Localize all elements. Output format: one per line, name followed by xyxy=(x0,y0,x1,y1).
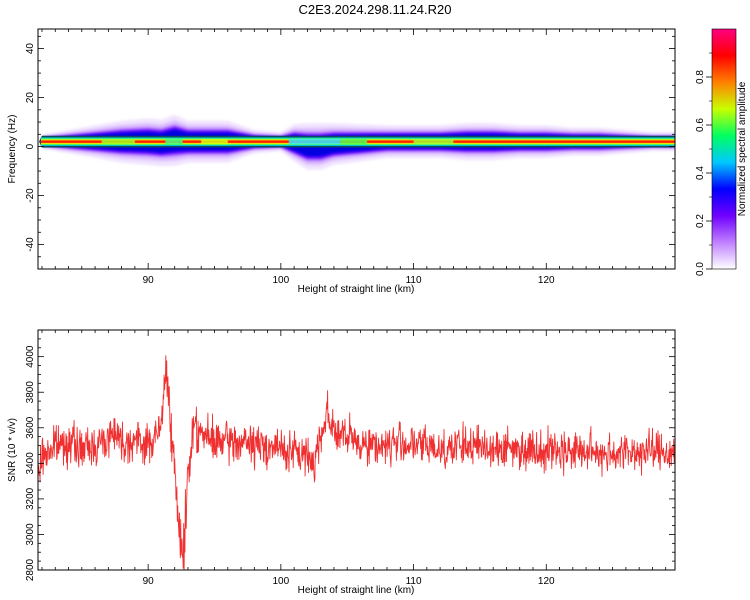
colorbar-tick-label: 0.6 xyxy=(695,118,706,132)
snr-y-tick-label: 3200 xyxy=(25,487,36,510)
spectrogram-y-tick-label: 20 xyxy=(25,92,36,104)
spectrogram-frame xyxy=(37,28,676,270)
spectrogram-y-label: Frequency (Hz) xyxy=(7,115,18,184)
snr-x-tick-label: 110 xyxy=(406,576,422,587)
colorbar-ticks: 0.0 0.2 0.4 0.6 0.8 xyxy=(695,52,712,276)
colorbar-tick-label: 0.4 xyxy=(695,166,706,180)
snr-y-tick-label: 3400 xyxy=(25,452,36,475)
figure-title: C2E3.2024.298.11.24.R20 xyxy=(299,2,452,17)
snr-line-layer xyxy=(38,355,675,570)
spectrogram-x-tick-label: 120 xyxy=(538,275,555,286)
snr-x-tick-label: 90 xyxy=(143,576,155,587)
colorbar-tick-label: 0.2 xyxy=(695,214,706,228)
spectrogram-panel: 90 100 110 120 -40 -20 0 20 40 Height of straigh… xyxy=(7,28,676,295)
spectrogram-x-tick-label: 110 xyxy=(406,275,422,286)
spectrogram-heatmap xyxy=(38,114,675,170)
spectrogram-y-tick-label: -40 xyxy=(25,237,36,252)
snr-y-tick-label: 3800 xyxy=(25,381,36,404)
snr-ticks: 90 100 110 120 2800 3000 3200 3400 3600 3800 4000 xyxy=(25,329,675,587)
spectrogram-core-weak xyxy=(413,138,454,145)
snr-y-tick-label: 4000 xyxy=(25,345,36,368)
spectrogram-core-weak xyxy=(101,138,135,145)
snr-x-label: Height of straight line (km) xyxy=(298,585,415,596)
spectrogram-y-tick-label: 0 xyxy=(25,143,36,149)
snr-frame xyxy=(37,329,676,571)
snr-x-tick-label: 120 xyxy=(538,576,555,587)
colorbar-tick-label: 0.8 xyxy=(695,70,706,84)
snr-y-tick-label: 3000 xyxy=(25,523,36,546)
colorbar-gradient xyxy=(712,29,736,269)
colorbar-tick-label: 0.0 xyxy=(695,262,706,276)
spectrogram-x-tick-label: 90 xyxy=(143,275,155,286)
snr-x-tick-label: 100 xyxy=(273,576,290,587)
colorbar-label: Normalized spectral amplitude xyxy=(737,81,748,216)
snr-panel: 90 100 110 1202800300032003400360038004000 … xyxy=(7,329,676,596)
snr-y-tick-label: 3600 xyxy=(25,416,36,439)
colorbar: 0.0 0.2 0.4 0.6 0.8 Normalized spectral ampl… xyxy=(695,28,748,276)
snr-line xyxy=(38,355,675,570)
spectrogram-core-weak xyxy=(165,138,183,145)
spectrogram-core-weak xyxy=(340,138,368,145)
spectrogram-y-tick-label: -20 xyxy=(25,188,36,203)
spectrogram-core-weak xyxy=(201,138,228,145)
spectrogram-x-tick-label: 100 xyxy=(273,275,290,286)
spectrogram-ticks: 90 100 110 120 -40 -20 0 20 40 xyxy=(25,29,675,286)
spectrogram-core-weak xyxy=(288,138,341,145)
snr-y-tick-label: 2800 xyxy=(25,558,36,581)
spectrogram-x-label: Height of straight line (km) xyxy=(298,284,415,295)
snr-y-label: SNR (10 * v/v) xyxy=(7,418,18,482)
spectrogram-y-tick-label: 40 xyxy=(25,43,36,55)
